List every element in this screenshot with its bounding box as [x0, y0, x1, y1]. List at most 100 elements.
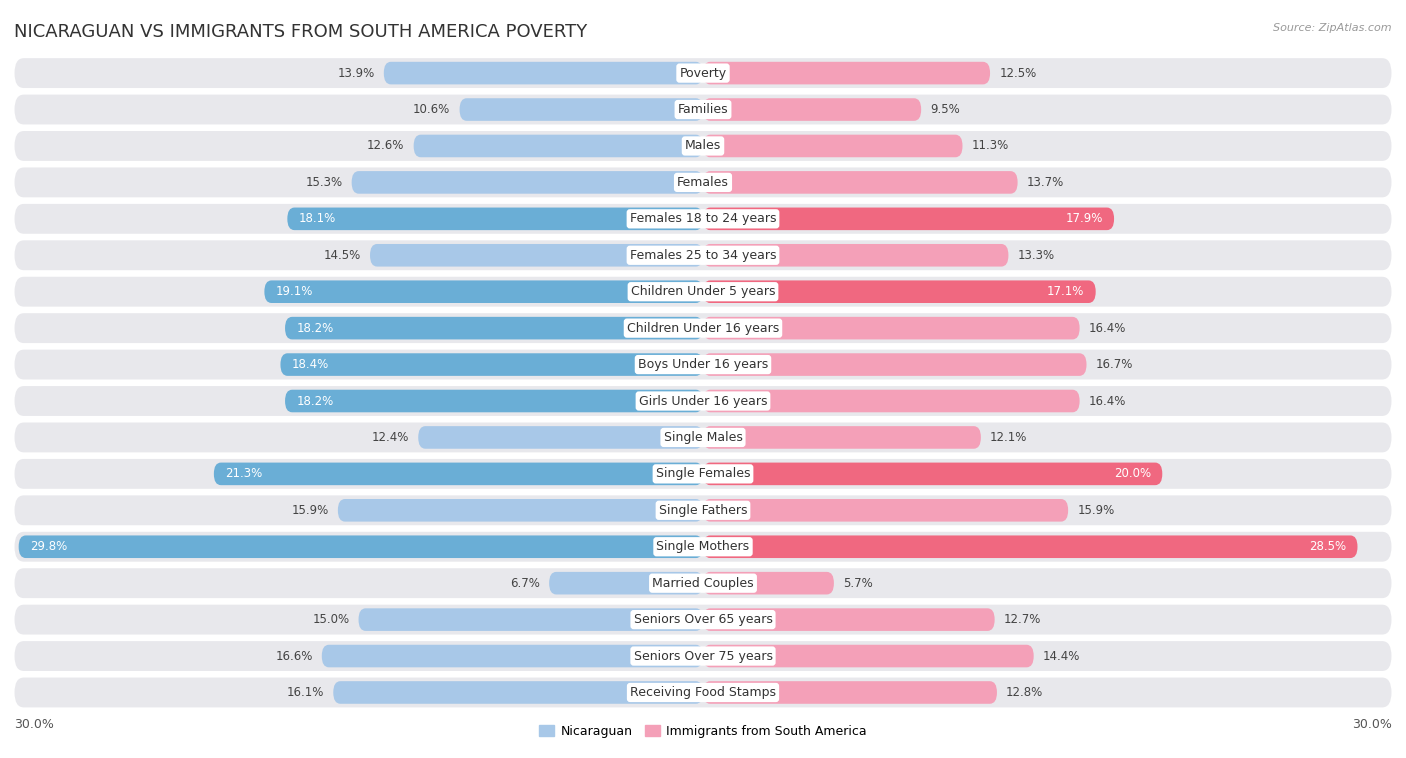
FancyBboxPatch shape — [280, 353, 703, 376]
FancyBboxPatch shape — [703, 135, 963, 157]
Text: 16.1%: 16.1% — [287, 686, 323, 699]
Text: Girls Under 16 years: Girls Under 16 years — [638, 394, 768, 408]
FancyBboxPatch shape — [418, 426, 703, 449]
FancyBboxPatch shape — [14, 605, 1392, 634]
Text: NICARAGUAN VS IMMIGRANTS FROM SOUTH AMERICA POVERTY: NICARAGUAN VS IMMIGRANTS FROM SOUTH AMER… — [14, 23, 588, 41]
FancyBboxPatch shape — [14, 422, 1392, 453]
Text: 12.5%: 12.5% — [1000, 67, 1036, 80]
FancyBboxPatch shape — [14, 532, 1392, 562]
Text: 16.7%: 16.7% — [1095, 358, 1133, 371]
FancyBboxPatch shape — [703, 62, 990, 84]
Text: 15.3%: 15.3% — [305, 176, 343, 189]
Text: Families: Families — [678, 103, 728, 116]
FancyBboxPatch shape — [285, 317, 703, 340]
Text: 13.3%: 13.3% — [1018, 249, 1054, 262]
FancyBboxPatch shape — [703, 645, 1033, 667]
Text: 12.7%: 12.7% — [1004, 613, 1042, 626]
Text: 18.2%: 18.2% — [297, 394, 333, 408]
Text: 28.5%: 28.5% — [1309, 540, 1346, 553]
FancyBboxPatch shape — [285, 390, 703, 412]
FancyBboxPatch shape — [337, 499, 703, 522]
Text: Single Males: Single Males — [664, 431, 742, 444]
FancyBboxPatch shape — [14, 568, 1392, 598]
Text: 21.3%: 21.3% — [225, 468, 263, 481]
Text: 15.9%: 15.9% — [291, 504, 329, 517]
Text: 30.0%: 30.0% — [1353, 718, 1392, 731]
FancyBboxPatch shape — [14, 459, 1392, 489]
Text: Children Under 5 years: Children Under 5 years — [631, 285, 775, 298]
Text: 15.9%: 15.9% — [1077, 504, 1115, 517]
Text: 12.8%: 12.8% — [1007, 686, 1043, 699]
FancyBboxPatch shape — [352, 171, 703, 194]
Text: 19.1%: 19.1% — [276, 285, 314, 298]
Text: 29.8%: 29.8% — [30, 540, 67, 553]
Text: Children Under 16 years: Children Under 16 years — [627, 321, 779, 334]
FancyBboxPatch shape — [703, 390, 1080, 412]
FancyBboxPatch shape — [370, 244, 703, 267]
Legend: Nicaraguan, Immigrants from South America: Nicaraguan, Immigrants from South Americ… — [534, 719, 872, 743]
FancyBboxPatch shape — [14, 95, 1392, 124]
Text: 18.1%: 18.1% — [299, 212, 336, 225]
Text: 13.9%: 13.9% — [337, 67, 374, 80]
FancyBboxPatch shape — [14, 58, 1392, 88]
FancyBboxPatch shape — [14, 496, 1392, 525]
Text: Seniors Over 65 years: Seniors Over 65 years — [634, 613, 772, 626]
Text: 20.0%: 20.0% — [1114, 468, 1152, 481]
Text: Females: Females — [678, 176, 728, 189]
Text: Seniors Over 75 years: Seniors Over 75 years — [634, 650, 772, 662]
FancyBboxPatch shape — [14, 131, 1392, 161]
Text: 11.3%: 11.3% — [972, 139, 1010, 152]
FancyBboxPatch shape — [287, 208, 703, 230]
FancyBboxPatch shape — [703, 208, 1114, 230]
FancyBboxPatch shape — [703, 171, 1018, 194]
FancyBboxPatch shape — [14, 386, 1392, 416]
FancyBboxPatch shape — [703, 99, 921, 121]
Text: Females 25 to 34 years: Females 25 to 34 years — [630, 249, 776, 262]
Text: 30.0%: 30.0% — [14, 718, 53, 731]
FancyBboxPatch shape — [703, 499, 1069, 522]
FancyBboxPatch shape — [333, 681, 703, 703]
FancyBboxPatch shape — [703, 609, 994, 631]
Text: 6.7%: 6.7% — [510, 577, 540, 590]
FancyBboxPatch shape — [703, 426, 981, 449]
FancyBboxPatch shape — [214, 462, 703, 485]
FancyBboxPatch shape — [14, 641, 1392, 671]
FancyBboxPatch shape — [703, 681, 997, 703]
Text: Married Couples: Married Couples — [652, 577, 754, 590]
FancyBboxPatch shape — [264, 280, 703, 303]
Text: 16.6%: 16.6% — [276, 650, 312, 662]
Text: Single Mothers: Single Mothers — [657, 540, 749, 553]
FancyBboxPatch shape — [14, 168, 1392, 197]
Text: 13.7%: 13.7% — [1026, 176, 1064, 189]
Text: 18.2%: 18.2% — [297, 321, 333, 334]
FancyBboxPatch shape — [413, 135, 703, 157]
FancyBboxPatch shape — [703, 244, 1008, 267]
FancyBboxPatch shape — [14, 313, 1392, 343]
Text: Boys Under 16 years: Boys Under 16 years — [638, 358, 768, 371]
Text: 15.0%: 15.0% — [312, 613, 349, 626]
Text: Females 18 to 24 years: Females 18 to 24 years — [630, 212, 776, 225]
FancyBboxPatch shape — [14, 240, 1392, 270]
Text: Males: Males — [685, 139, 721, 152]
FancyBboxPatch shape — [550, 572, 703, 594]
Text: Source: ZipAtlas.com: Source: ZipAtlas.com — [1274, 23, 1392, 33]
Text: 10.6%: 10.6% — [413, 103, 450, 116]
Text: 12.1%: 12.1% — [990, 431, 1028, 444]
Text: 17.1%: 17.1% — [1047, 285, 1084, 298]
Text: Poverty: Poverty — [679, 67, 727, 80]
FancyBboxPatch shape — [18, 535, 703, 558]
FancyBboxPatch shape — [703, 535, 1358, 558]
FancyBboxPatch shape — [14, 277, 1392, 307]
Text: 17.9%: 17.9% — [1066, 212, 1102, 225]
FancyBboxPatch shape — [359, 609, 703, 631]
Text: 14.5%: 14.5% — [323, 249, 361, 262]
Text: 5.7%: 5.7% — [844, 577, 873, 590]
Text: 16.4%: 16.4% — [1088, 321, 1126, 334]
Text: 12.6%: 12.6% — [367, 139, 405, 152]
FancyBboxPatch shape — [322, 645, 703, 667]
FancyBboxPatch shape — [703, 572, 834, 594]
FancyBboxPatch shape — [703, 462, 1163, 485]
FancyBboxPatch shape — [14, 349, 1392, 380]
Text: 14.4%: 14.4% — [1043, 650, 1080, 662]
FancyBboxPatch shape — [14, 678, 1392, 707]
